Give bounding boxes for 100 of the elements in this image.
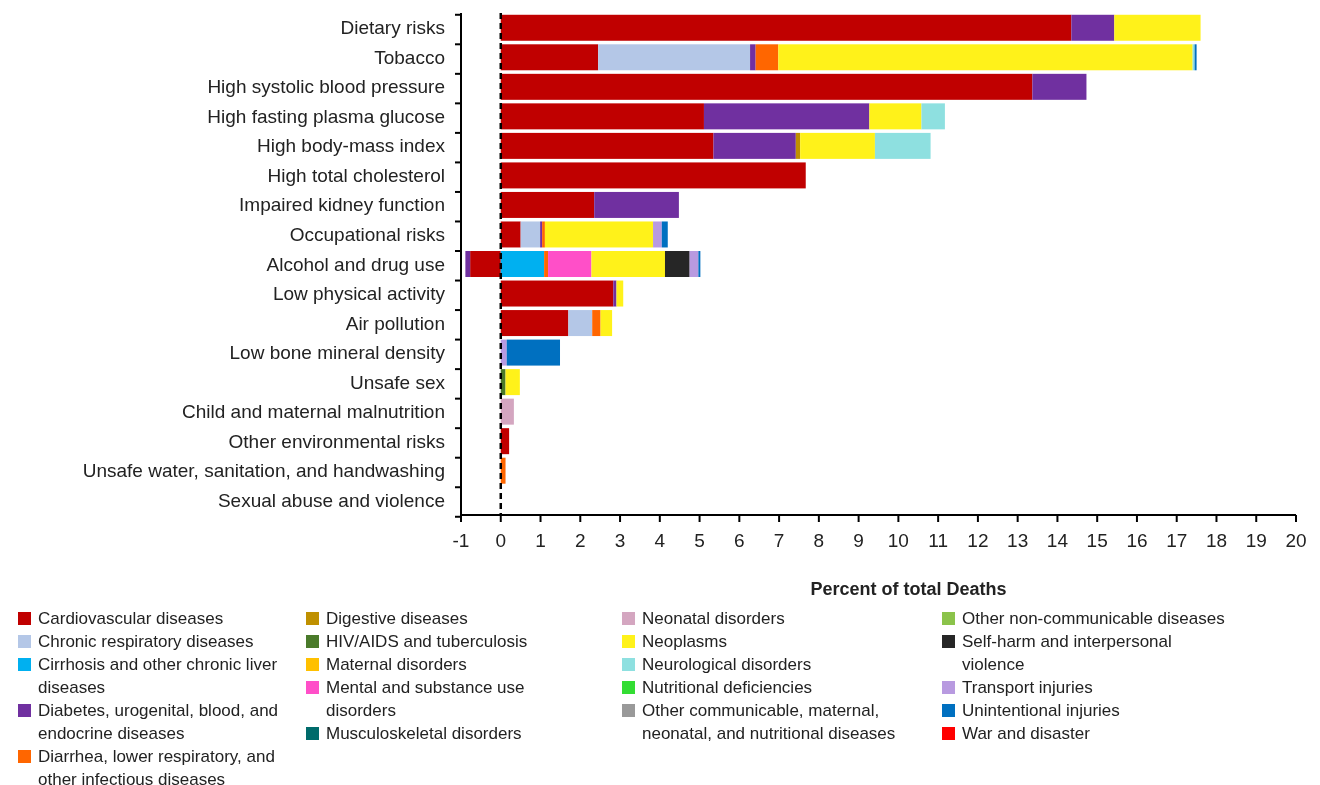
bar <box>500 398 514 425</box>
legend-label: HIV/AIDS and tuberculosis <box>326 632 528 651</box>
legend-label: Nutritional deficiencies <box>642 678 813 697</box>
y-tick-label: Tobacco <box>374 46 445 68</box>
x-tick-label: 4 <box>654 530 666 551</box>
x-tick-label: 10 <box>887 530 909 551</box>
bar <box>500 103 704 130</box>
y-tick-label: Air pollution <box>345 312 445 334</box>
legend-label: Cirrhosis and other chronic liver diseases <box>38 655 278 697</box>
y-tick-label: Impaired kidney function <box>239 194 445 216</box>
y-tick-label: Dietary risks <box>340 17 445 39</box>
bar <box>500 14 1072 41</box>
x-tick-label: 20 <box>1285 530 1307 551</box>
y-tick-label: High total cholesterol <box>267 164 445 186</box>
bar <box>689 251 699 277</box>
y-tick-label: Alcohol and drug use <box>266 253 445 275</box>
x-tick-label: 7 <box>773 530 785 551</box>
y-tick-label: Occupational risks <box>289 223 445 245</box>
bar <box>500 44 599 71</box>
bar <box>795 132 801 159</box>
x-tick-label: 3 <box>614 530 626 551</box>
bar <box>713 132 796 159</box>
legend-label: Cardiovascular diseases <box>38 609 224 628</box>
y-tick-label: High body-mass index <box>257 135 446 157</box>
bar <box>653 221 662 248</box>
x-tick-label: 15 <box>1086 530 1108 551</box>
x-tick-label: 13 <box>1007 530 1029 551</box>
bar <box>921 103 945 130</box>
x-tick-label: 0 <box>495 530 507 551</box>
legend-label: Chronic respiratory diseases <box>38 632 254 651</box>
legend-label: Neonatal disorders <box>642 609 785 628</box>
bar <box>598 44 751 71</box>
bar <box>1032 73 1087 100</box>
x-tick-label: 12 <box>967 530 989 551</box>
y-tick-label: Low bone mineral density <box>229 342 446 364</box>
bar <box>500 162 806 189</box>
bar <box>1114 14 1201 41</box>
bar <box>500 339 507 366</box>
x-tick-label: 11 <box>928 530 949 551</box>
bar <box>470 251 501 277</box>
bar <box>600 310 613 337</box>
bar <box>592 310 601 337</box>
legend-label: Other communicable, maternal, neonatal, and nutritional diseases <box>642 701 896 743</box>
legend-label: Self-harm and interpersonal violence <box>962 632 1172 674</box>
x-tick-label: -1 <box>452 530 470 551</box>
legend-label: Transport injuries <box>962 678 1093 697</box>
x-tick-label: 16 <box>1126 530 1148 551</box>
bar <box>778 44 1193 71</box>
y-tick-label: Low physical activity <box>272 283 446 305</box>
y-tick-label: Unsafe water, sanitation, and handwashing <box>82 460 445 482</box>
legend-label: Other non-communicable diseases <box>962 609 1225 628</box>
bar <box>500 310 569 337</box>
bar <box>616 280 624 307</box>
bar <box>500 132 714 159</box>
y-tick-label: High systolic blood pressure <box>207 76 445 98</box>
legend-label: Musculoskeletal disorders <box>326 724 522 743</box>
bar <box>500 280 614 307</box>
x-tick-label: 17 <box>1166 530 1188 551</box>
bar <box>500 73 1033 100</box>
bar <box>800 132 875 159</box>
y-tick-label: Child and maternal malnutrition <box>182 401 445 423</box>
bar <box>591 251 665 277</box>
x-tick-label: 1 <box>535 530 546 551</box>
legend-label: War and disaster <box>962 724 1091 743</box>
bar <box>594 191 679 218</box>
x-tick-label: 2 <box>575 530 586 551</box>
legend-label: Mental and substance use disorders <box>326 678 525 720</box>
bar <box>664 251 690 277</box>
x-tick-label: 18 <box>1205 530 1228 551</box>
bar <box>500 221 521 248</box>
x-tick-label: 8 <box>813 530 825 551</box>
x-tick-label: 6 <box>734 530 745 551</box>
bar <box>520 221 541 248</box>
y-tick-label: Unsafe sex <box>349 371 446 393</box>
bar <box>1071 14 1115 41</box>
legend-label: Neoplasms <box>642 632 728 651</box>
bar <box>500 251 545 277</box>
bar <box>661 221 668 248</box>
x-tick-label: 19 <box>1245 530 1267 551</box>
legend-label: Diabetes, urogenital, blood, and endocrine diseases <box>38 701 279 743</box>
bar <box>465 251 471 277</box>
x-axis-title: Percent of total Deaths <box>810 579 1007 599</box>
legend-label: Diarrhea, lower respiratory, and other infectious diseases <box>38 747 275 785</box>
bar <box>750 44 756 71</box>
bar <box>869 103 922 130</box>
legend-label: Maternal disorders <box>326 655 467 674</box>
bar <box>613 280 617 307</box>
legend-label: Unintentional injuries <box>962 701 1120 720</box>
y-tick-label: High fasting plasma glucose <box>207 105 445 127</box>
y-tick-label: Other environmental risks <box>228 430 445 452</box>
legend-label: Neurological disorders <box>642 655 812 674</box>
y-tick-label: Sexual abuse and violence <box>217 489 445 511</box>
bar <box>548 251 592 277</box>
x-tick-label: 14 <box>1046 530 1069 551</box>
bar <box>505 369 520 396</box>
bar <box>703 103 870 130</box>
bar <box>544 221 654 248</box>
bar <box>874 132 931 159</box>
x-tick-label: 5 <box>694 530 705 551</box>
bar <box>568 310 593 337</box>
